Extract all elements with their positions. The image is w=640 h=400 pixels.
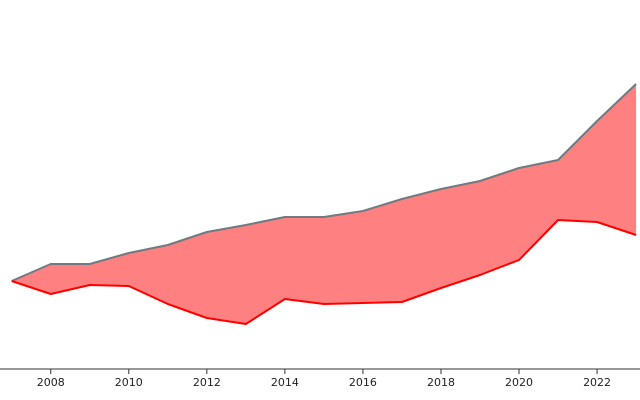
- x-tick-label: 2008: [37, 376, 65, 389]
- x-tick-label: 2010: [115, 376, 143, 389]
- x-tick-label: 2022: [583, 376, 611, 389]
- x-tick-label: 2018: [427, 376, 455, 389]
- x-tick-label: 2020: [505, 376, 533, 389]
- x-tick-label: 2012: [193, 376, 221, 389]
- x-tick-label: 2014: [271, 376, 299, 389]
- band-fill: [11, 84, 637, 324]
- series-line: [11, 219, 637, 325]
- series-line: [11, 83, 637, 282]
- x-tick-label: 2016: [349, 376, 377, 389]
